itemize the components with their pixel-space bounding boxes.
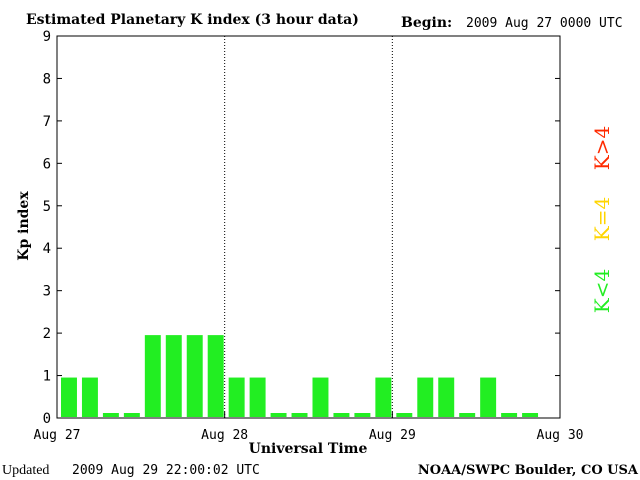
kp-bar [417, 377, 434, 417]
x-axis-title: Universal Time [249, 441, 368, 457]
y-tick-label: 3 [43, 284, 51, 300]
x-tick-label: Aug 29 [369, 428, 416, 443]
x-tick-label: Aug 30 [537, 428, 584, 443]
kp-bar [165, 335, 182, 417]
kp-bar [459, 413, 476, 417]
credit-text: NOAA/SWPC Boulder, CO USA [418, 463, 639, 478]
y-tick-label: 2 [43, 326, 51, 342]
y-tick-label: 6 [43, 156, 51, 172]
kp-bar [291, 413, 308, 417]
legend-entry: K<4 [590, 269, 614, 313]
kp-bar [522, 413, 539, 417]
y-tick-label: 9 [43, 29, 51, 45]
updated-value: 2009 Aug 29 22:00:02 UTC [72, 463, 260, 478]
y-tick-label: 8 [43, 71, 51, 87]
y-tick-label: 7 [43, 114, 51, 130]
kp-bar [270, 413, 287, 417]
y-tick-label: 1 [43, 369, 51, 385]
kp-bar [501, 413, 518, 417]
updated-label: Updated [2, 463, 49, 478]
kp-bar [123, 413, 140, 417]
plot-frame [56, 35, 561, 419]
kp-bar [354, 413, 371, 417]
begin-value: 2009 Aug 27 0000 UTC [466, 16, 623, 31]
y-tick-label: 5 [43, 199, 51, 215]
kp-bar [396, 413, 413, 417]
y-tick-label: 0 [43, 411, 51, 427]
kp-bar [207, 335, 224, 417]
kp-bar [102, 413, 119, 417]
kp-bar [438, 377, 455, 417]
kp-bar [312, 377, 329, 417]
chart-title: Estimated Planetary K index (3 hour data… [26, 12, 359, 28]
x-tick-label: Aug 27 [34, 428, 81, 443]
kp-bar [375, 377, 392, 417]
kp-bar [249, 377, 266, 417]
kp-bar [186, 335, 203, 417]
kp-bar [61, 377, 77, 417]
plot-area: 0 1 2 3 4 5 6 7 8 9 Aug 27 Aug 28 Aug 29 Aug 30 [34, 29, 584, 443]
kp-bar [228, 377, 245, 417]
kp-bar [480, 377, 497, 417]
begin-label: Begin: [401, 15, 452, 31]
kp-bar [144, 335, 161, 417]
kp-bar [81, 377, 98, 417]
legend-entry: K=4 [590, 197, 614, 241]
legend-entry: K>4 [590, 126, 614, 170]
legend: K>4 K=4 K<4 [590, 126, 614, 313]
y-axis-title: Kp index [16, 191, 32, 261]
x-tick-label: Aug 28 [201, 428, 248, 443]
y-tick-label: 4 [43, 241, 51, 257]
kp-bar [333, 413, 350, 417]
